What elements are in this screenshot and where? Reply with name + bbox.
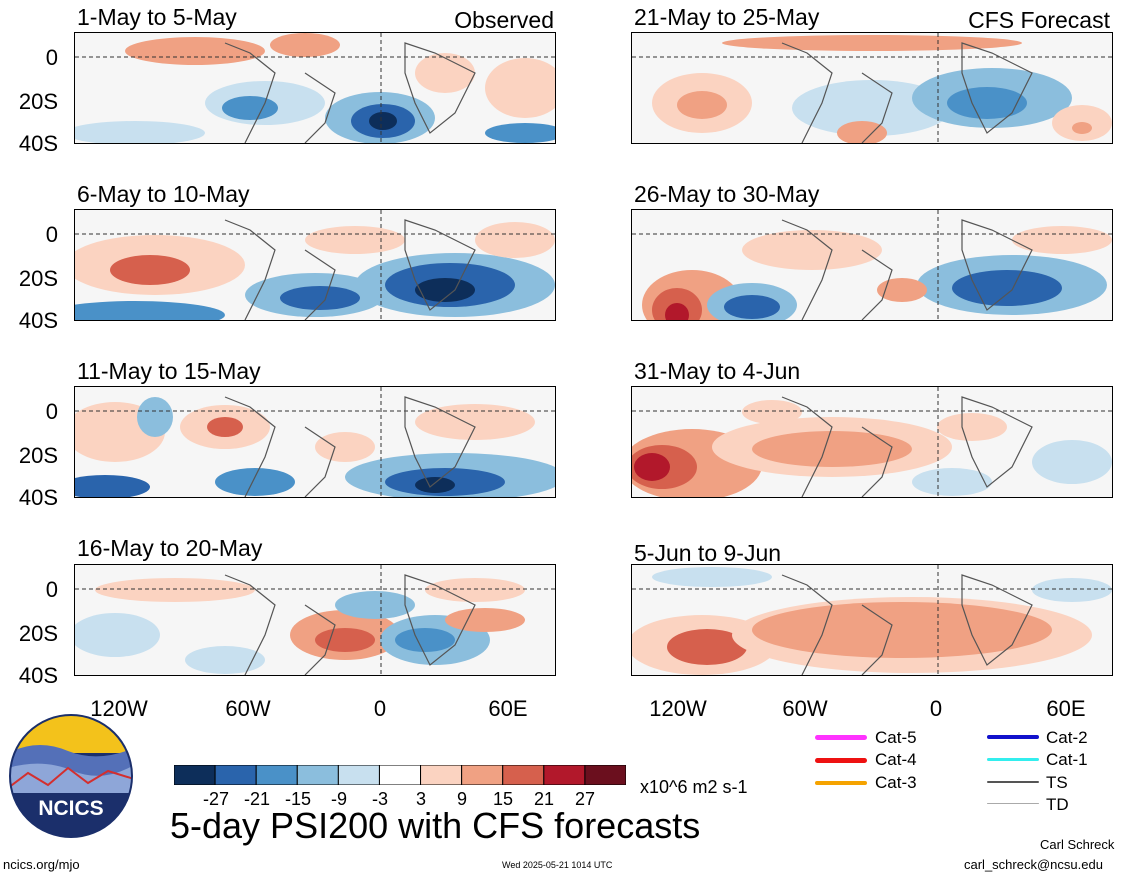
- map-panel-right-2: [631, 209, 1113, 321]
- colorbar-swatch: [502, 764, 545, 786]
- panel-title-left-1: 1-May to 5-May: [77, 4, 237, 30]
- map-panel-left-4: [74, 564, 556, 676]
- map-panel-left-1: [74, 32, 556, 144]
- panel-tag-cfs-forecast: CFS Forecast: [968, 7, 1110, 33]
- map-panel-left-2: [74, 209, 556, 321]
- figure-title: 5-day PSI200 with CFS forecasts: [170, 805, 701, 846]
- ncics-logo-text: NCICS: [38, 797, 103, 820]
- colorbar-swatch: [584, 764, 627, 786]
- map-panel-right-1: [631, 32, 1113, 144]
- lat-label-20s-row1: 20S: [18, 89, 58, 114]
- lat-label-20s-row4: 20S: [18, 621, 58, 646]
- map-panel-left-3: [74, 386, 556, 498]
- lat-label-0-row3: 0: [45, 399, 58, 424]
- lat-label-40s-row4: 40S: [18, 663, 58, 688]
- ncics-logo: NCICS: [8, 713, 134, 839]
- panel-title-left-3: 11-May to 15-May: [77, 358, 261, 384]
- colorbar-tick: -3: [371, 789, 388, 809]
- legend-label-cat2: Cat-2: [1046, 728, 1088, 747]
- colorbar-tick: 15: [492, 789, 514, 809]
- panel-tag-observed: Observed: [454, 7, 554, 33]
- lon-label-0-left: 0: [373, 696, 387, 721]
- colorbar-swatch: [255, 764, 298, 786]
- legend-line-cat5: [815, 735, 867, 740]
- author-email: carl_schreck@ncsu.edu: [964, 857, 1103, 872]
- lon-label-120w-right: 120W: [649, 696, 707, 721]
- legend-line-cat1: [987, 758, 1039, 761]
- panel-title-left-4: 16-May to 20-May: [77, 535, 263, 561]
- colorbar-swatch: [420, 764, 463, 786]
- colorbar-tick: 3: [415, 789, 426, 809]
- source-url: ncics.org/mjo: [3, 857, 80, 872]
- colorbar-swatch: [296, 764, 339, 786]
- legend-line-cat4: [815, 758, 867, 763]
- lon-label-60w-right: 60W: [782, 696, 828, 721]
- lon-label-60e-right: 60E: [1046, 696, 1086, 721]
- colorbar-tick: 9: [456, 789, 467, 809]
- colorbar-tick: 27: [574, 789, 596, 809]
- panel-title-right-1: 21-May to 25-May: [634, 4, 820, 30]
- lat-label-20s-row2: 20S: [18, 266, 58, 291]
- colorbar: [173, 764, 627, 786]
- map-panel-right-4: [631, 564, 1113, 676]
- colorbar-tick: -15: [284, 789, 311, 809]
- legend-line-cat3: [815, 781, 867, 785]
- legend-line-td: [987, 803, 1039, 804]
- author-name: Carl Schreck: [1040, 837, 1115, 852]
- lon-label-60e-left: 60E: [488, 696, 528, 721]
- legend-label-ts: TS: [1046, 773, 1068, 792]
- legend-label-cat4: Cat-4: [875, 750, 917, 769]
- lat-label-40s-row3: 40S: [18, 485, 58, 510]
- legend-label-cat1: Cat-1: [1046, 750, 1088, 769]
- lon-label-120w-left: 120W: [90, 696, 148, 721]
- colorbar-swatch: [173, 764, 216, 786]
- legend-line-ts: [987, 781, 1039, 783]
- colorbar-swatch: [337, 764, 380, 786]
- panel-title-right-2: 26-May to 30-May: [634, 181, 820, 207]
- colorbar-units: x10^6 m2 s-1: [640, 777, 748, 797]
- colorbar-swatch: [214, 764, 257, 786]
- colorbar-swatch: [461, 764, 504, 786]
- lat-label-40s-row2: 40S: [18, 308, 58, 333]
- lon-label-60w-left: 60W: [225, 696, 271, 721]
- lon-label-0-right: 0: [929, 696, 943, 721]
- lat-label-40s-row1: 40S: [18, 131, 58, 156]
- panel-title-right-3: 31-May to 4-Jun: [634, 358, 801, 384]
- timestamp: Wed 2025-05-21 1014 UTC: [502, 860, 613, 870]
- colorbar-swatch: [543, 764, 586, 786]
- legend-label-cat3: Cat-3: [875, 773, 917, 792]
- legend-label-td: TD: [1046, 795, 1069, 814]
- legend-line-cat2: [987, 735, 1039, 739]
- colorbar-tick: -9: [330, 789, 347, 809]
- colorbar-swatch: [378, 764, 422, 786]
- colorbar-tick: -27: [202, 789, 229, 809]
- colorbar-tick: -21: [243, 789, 270, 809]
- legend-label-cat5: Cat-5: [875, 728, 917, 747]
- lat-label-20s-row3: 20S: [18, 443, 58, 468]
- map-panel-right-3: [631, 386, 1113, 498]
- lat-label-0-row4: 0: [45, 577, 58, 602]
- panel-title-left-2: 6-May to 10-May: [77, 181, 250, 207]
- colorbar-tick: 21: [533, 789, 555, 809]
- panel-title-right-4: 5-Jun to 9-Jun: [634, 540, 782, 566]
- lat-label-0-row2: 0: [45, 222, 58, 247]
- lat-label-0-row1: 0: [45, 45, 58, 70]
